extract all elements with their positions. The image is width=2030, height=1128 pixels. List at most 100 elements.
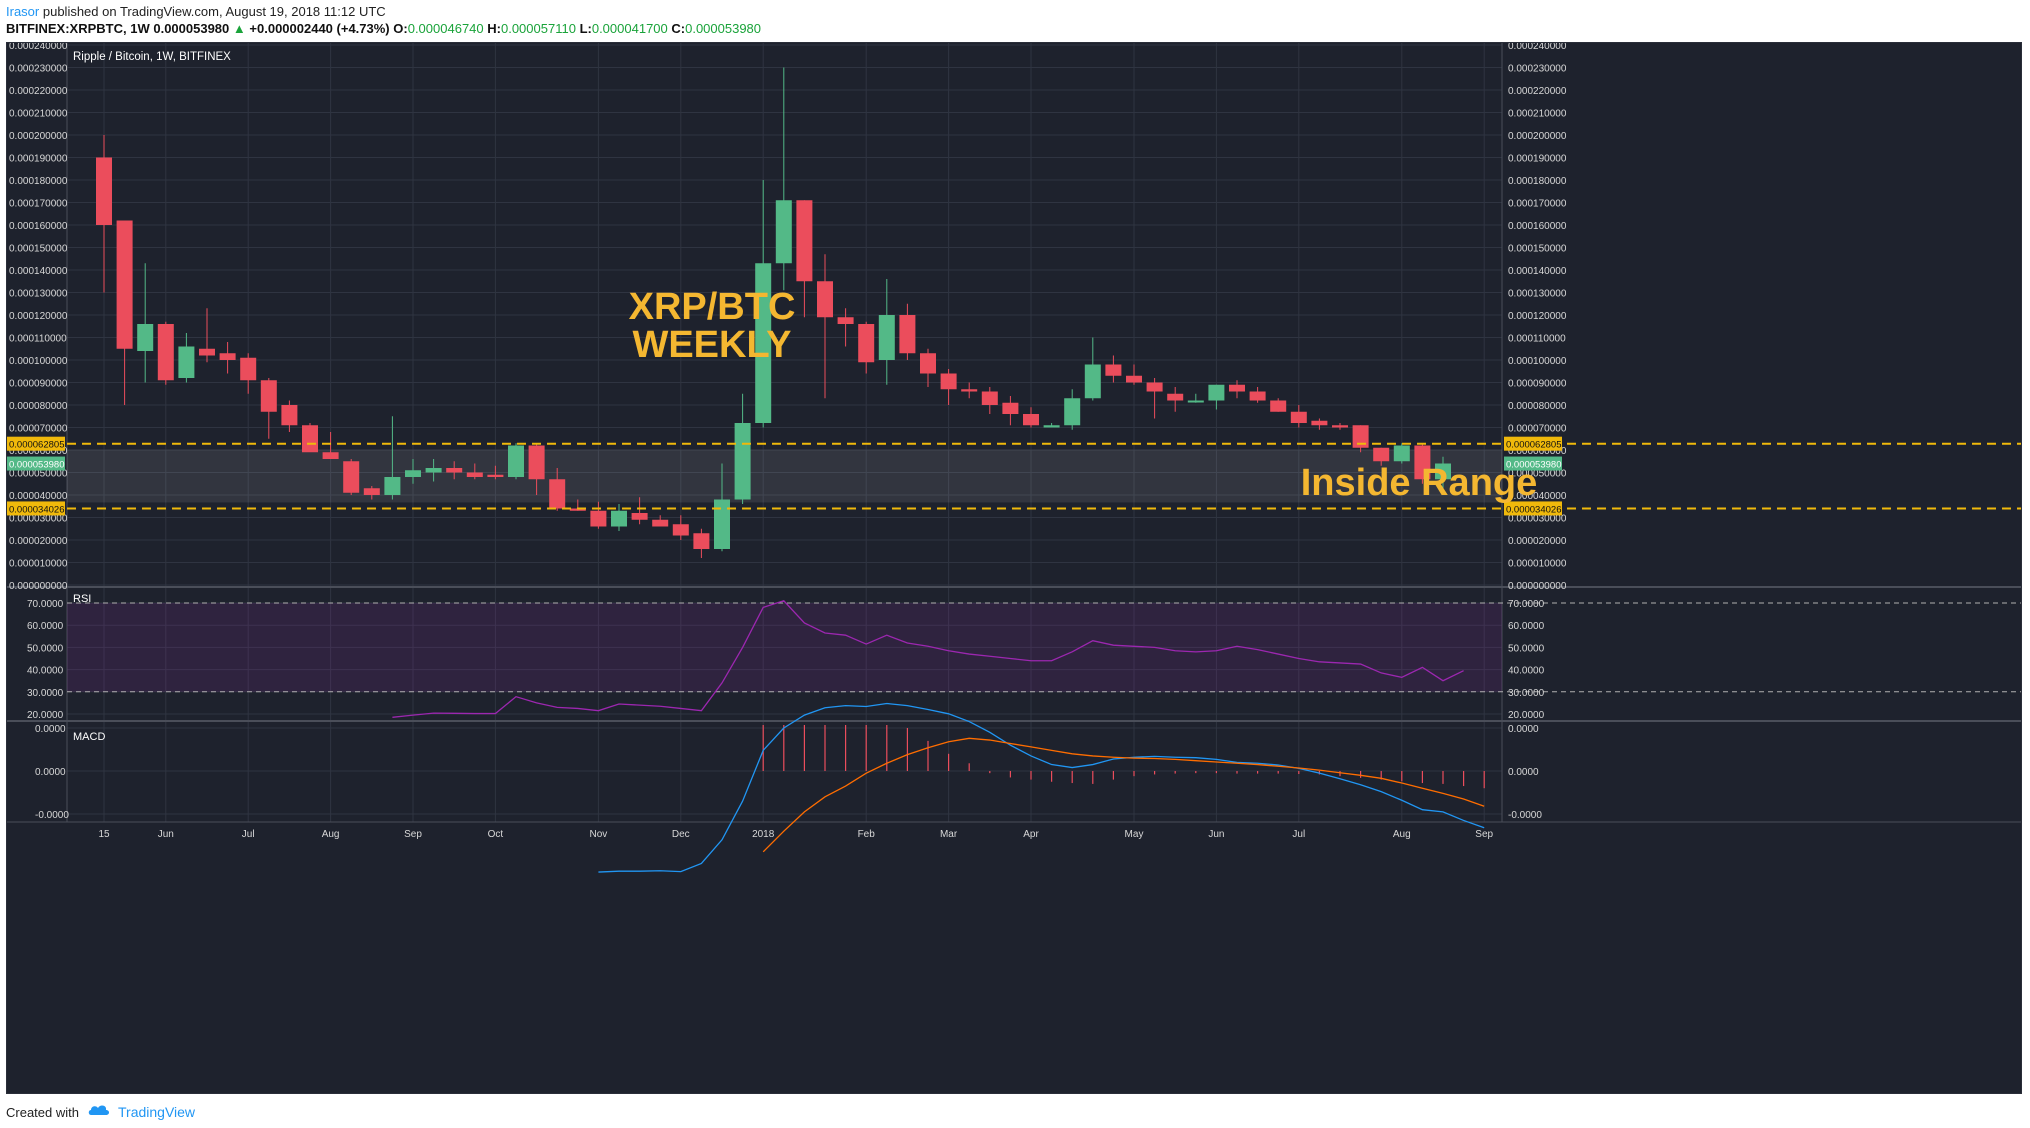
price-tick-left: 0.000110000 bbox=[9, 334, 67, 345]
low-value: 0.000041700 bbox=[591, 21, 668, 36]
chart-canvas[interactable]: RSI MACD 0.000000000 0.000000000 0.0000100… bbox=[7, 41, 2021, 1093]
high-value: 0.000057110 bbox=[500, 21, 576, 36]
price-tick-right: 0.000230000 bbox=[1508, 64, 1567, 75]
time-tick: Nov bbox=[590, 829, 608, 840]
candle-down bbox=[487, 474, 504, 477]
range-box bbox=[67, 449, 1502, 503]
time-tick: Feb bbox=[858, 829, 876, 840]
price-tick-left: 0.000180000 bbox=[9, 176, 68, 187]
price-tick-right: 0.000020000 bbox=[1508, 536, 1567, 547]
candle-down bbox=[590, 510, 607, 527]
price-tick-left: 0.000010000 bbox=[9, 559, 68, 570]
time-tick: Oct bbox=[488, 829, 504, 840]
time-tick: Dec bbox=[672, 829, 690, 840]
level-label-right: 0.000062805 bbox=[1506, 440, 1561, 451]
rsi-tick-left: 50.0000 bbox=[27, 643, 64, 654]
candle-down bbox=[1352, 425, 1369, 448]
candle-up bbox=[137, 324, 154, 351]
price-tick-right: 0.000180000 bbox=[1508, 176, 1567, 187]
level-label-right: 0.000034026 bbox=[1506, 504, 1561, 515]
time-tick: Jun bbox=[158, 829, 174, 840]
price-tick-right: 0.000000000 bbox=[1508, 581, 1567, 592]
level-label-left: 0.000062805 bbox=[9, 440, 64, 451]
macd-tick-right: -0.0000 bbox=[1508, 810, 1542, 821]
signal-line bbox=[762, 737, 1485, 853]
last-price-box bbox=[1504, 456, 1562, 471]
candle-down bbox=[817, 281, 833, 318]
price-tick-left: 0.000030000 bbox=[9, 514, 68, 525]
candlestick-series bbox=[96, 67, 1451, 558]
candle-up bbox=[775, 200, 792, 264]
low-label: L: bbox=[579, 21, 592, 36]
candle-down bbox=[1414, 445, 1431, 480]
price-tick-left: 0.000050000 bbox=[9, 469, 68, 480]
candle-down bbox=[157, 324, 174, 381]
price-tick-right: 0.000160000 bbox=[1508, 221, 1567, 232]
candle-down bbox=[1023, 414, 1039, 426]
candle-down bbox=[1126, 375, 1142, 383]
rsi-tick-right: 70.0000 bbox=[1508, 599, 1545, 610]
rsi-tick-left: 20.0000 bbox=[27, 710, 64, 721]
candle-up bbox=[178, 346, 195, 378]
time-tick: May bbox=[1125, 829, 1144, 840]
tradingview-cloud-icon[interactable] bbox=[88, 1102, 110, 1118]
candle-down bbox=[281, 405, 298, 426]
annotation-title-line1: XRP/BTC bbox=[629, 286, 796, 328]
price-tick-right: 0.000040000 bbox=[1508, 491, 1567, 502]
rsi-line bbox=[392, 600, 1464, 718]
last-price: 0.000053980 bbox=[153, 21, 230, 36]
chart-frame[interactable]: RSI MACD 0.000000000 0.000000000 0.0000100… bbox=[6, 41, 2022, 1094]
rsi-band bbox=[67, 603, 1502, 692]
price-tick-left: 0.000190000 bbox=[9, 154, 68, 165]
open-label: O: bbox=[393, 21, 408, 36]
candle-down bbox=[1002, 402, 1019, 414]
candle-down bbox=[528, 445, 545, 480]
candle-down bbox=[219, 353, 236, 360]
time-tick: Jul bbox=[1292, 829, 1305, 840]
price-axes: 0.000000000 0.000000000 0.000010000 0.00001… bbox=[9, 41, 1567, 821]
macd-tick-left: 0.0000 bbox=[35, 724, 66, 735]
close-label: C: bbox=[671, 21, 686, 36]
candle-up bbox=[508, 445, 524, 477]
price-tick-left: 0.000000000 bbox=[9, 581, 68, 592]
annotations: 0.000062805 0.000062805 0.000034026 0.00003… bbox=[7, 51, 2021, 516]
candle-down bbox=[652, 519, 669, 527]
price-tick-right: 0.000070000 bbox=[1508, 424, 1567, 435]
tradingview-brand-link[interactable]: TradingView bbox=[118, 1104, 196, 1120]
level-label-box bbox=[7, 501, 65, 516]
chart-grid bbox=[67, 43, 1502, 822]
candle-down bbox=[1270, 400, 1287, 412]
price-tick-left: 0.000090000 bbox=[9, 379, 68, 390]
candle-down bbox=[837, 317, 854, 324]
price-tick-right: 0.000050000 bbox=[1508, 469, 1567, 480]
candle-up bbox=[1084, 364, 1101, 399]
open-value: 0.000046740 bbox=[407, 21, 484, 36]
author-link[interactable]: Irasor bbox=[6, 4, 40, 19]
candle-down bbox=[899, 315, 916, 354]
candle-down bbox=[920, 353, 936, 374]
time-tick: Jul bbox=[242, 829, 255, 840]
rsi-tick-left: 40.0000 bbox=[27, 666, 64, 677]
candle-down bbox=[1146, 382, 1163, 392]
time-tick: 15 bbox=[98, 829, 110, 840]
time-axis: 15 Jun Jul Aug Sep Oct Nov Dec 2018 Feb Mar Apr May J… bbox=[98, 829, 1493, 840]
last-price-label-right: 0.000053980 bbox=[1506, 460, 1561, 471]
macd-tick-left: 0.0000 bbox=[35, 767, 66, 778]
rsi-tick-right: 20.0000 bbox=[1508, 710, 1545, 721]
candle-down bbox=[199, 348, 215, 356]
candle-down bbox=[569, 508, 586, 511]
level-label-box bbox=[7, 436, 65, 451]
candle-down bbox=[961, 389, 978, 392]
price-tick-right: 0.000200000 bbox=[1508, 131, 1567, 142]
candle-down bbox=[96, 157, 112, 225]
last-price-box bbox=[7, 456, 65, 471]
candle-down bbox=[940, 373, 957, 390]
price-tick-right: 0.000010000 bbox=[1508, 559, 1567, 570]
candle-down bbox=[981, 391, 998, 405]
price-tick-left: 0.000170000 bbox=[9, 199, 68, 210]
candle-up bbox=[425, 468, 442, 473]
price-tick-left: 0.000130000 bbox=[9, 289, 68, 300]
created-with-text: Created with bbox=[6, 1105, 79, 1120]
candle-down bbox=[796, 200, 813, 282]
time-tick: Apr bbox=[1023, 829, 1039, 840]
